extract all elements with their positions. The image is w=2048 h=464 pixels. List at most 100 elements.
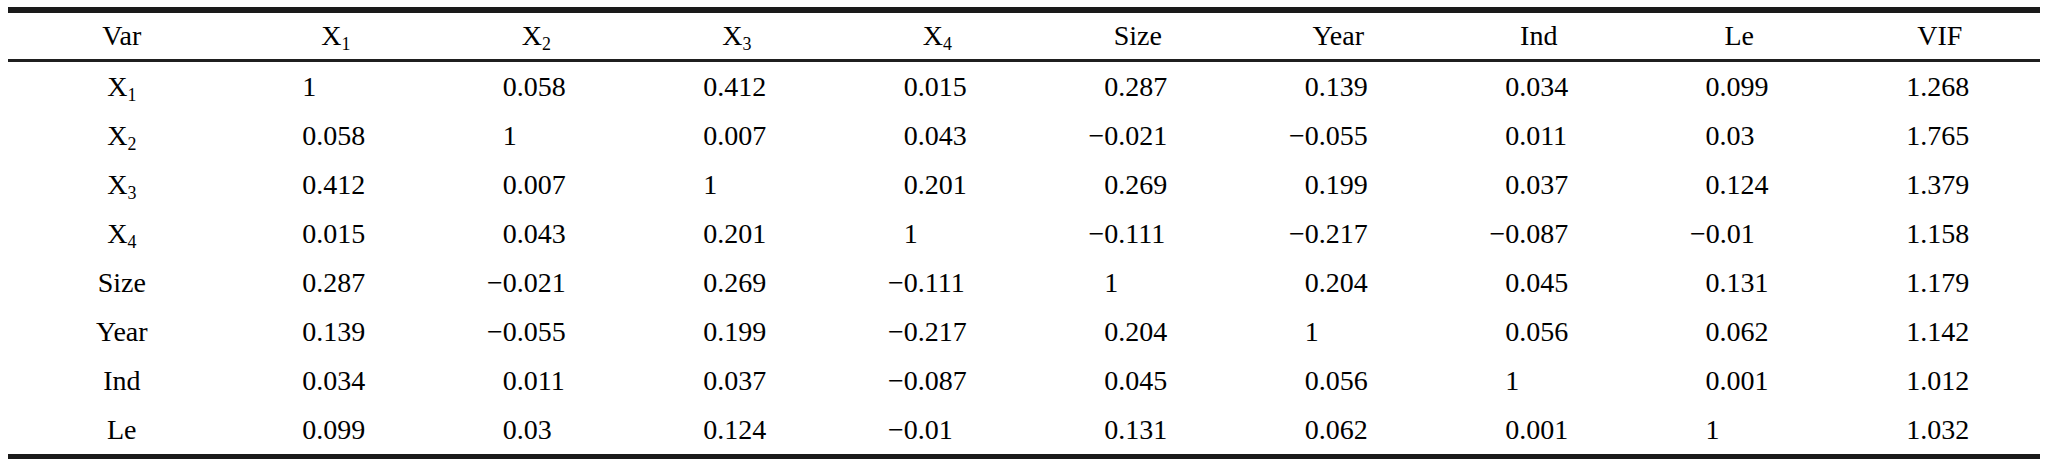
table-row-x1: X11 0.0580.412 0.015 0.287 0.139 0.034 0.099 1.… xyxy=(8,61,2040,112)
value-cell: 0.124 xyxy=(1639,160,1839,209)
value-cell: 0.131 xyxy=(1639,258,1839,307)
cell-value: −0.087 xyxy=(904,367,971,395)
value-cell: −0.087 xyxy=(837,356,1037,405)
cell-value: 0.124 xyxy=(703,416,770,444)
value-cell: 0.412 xyxy=(637,61,837,112)
value-cell: 0.287 xyxy=(1038,61,1238,112)
cell-value: 1.142 xyxy=(1906,318,1973,346)
cell-value: 1 xyxy=(503,122,570,150)
value-cell: 0.201 xyxy=(637,209,837,258)
row-label: X2 xyxy=(8,111,236,160)
cell-value: 0.099 xyxy=(1706,73,1773,101)
value-cell: 1.179 xyxy=(1839,258,2040,307)
cell-value: 1.379 xyxy=(1906,171,1973,199)
row-label: X1 xyxy=(8,61,236,112)
cell-value: 0.139 xyxy=(302,318,369,346)
value-cell: 0.001 xyxy=(1639,356,1839,405)
subscript: 2 xyxy=(542,34,551,54)
cell-value: 0.015 xyxy=(302,220,369,248)
cell-value: 0.015 xyxy=(904,73,971,101)
value-cell: 0.043 xyxy=(837,111,1037,160)
cell-value: 1 xyxy=(703,171,770,199)
cell-value: 0.269 xyxy=(703,269,770,297)
value-cell: 0.412 xyxy=(236,160,436,209)
cell-value: 0.124 xyxy=(1706,171,1773,199)
value-cell: −0.217 xyxy=(1238,209,1438,258)
cell-value: 0.001 xyxy=(1505,416,1572,444)
cell-value: 0.199 xyxy=(703,318,770,346)
column-header-x3: X3 xyxy=(637,10,837,61)
cell-value: 0.204 xyxy=(1104,318,1171,346)
value-cell: 1 xyxy=(637,160,837,209)
value-cell: 0.058 xyxy=(236,111,436,160)
value-cell: 0.062 xyxy=(1238,405,1438,457)
value-cell: 0.011 xyxy=(1438,111,1638,160)
cell-value: 0.007 xyxy=(503,171,570,199)
cell-value: −0.021 xyxy=(1104,122,1171,150)
cell-value: −0.217 xyxy=(1305,220,1372,248)
table-row-ind: Ind0.0340.0110.037−0.0870.0450.05610.001… xyxy=(8,356,2040,405)
cell-value: 1.032 xyxy=(1906,416,1973,444)
cell-value: 1 xyxy=(1505,367,1572,395)
cell-value: 0.269 xyxy=(1104,171,1171,199)
cell-value: 0.045 xyxy=(1104,367,1171,395)
cell-value: 0.058 xyxy=(302,122,369,150)
table-row-le: Le0.0990.030.124−0.010.1310.0620.00111.0… xyxy=(8,405,2040,457)
value-cell: 0.034 xyxy=(236,356,436,405)
cell-value: 0.001 xyxy=(1706,367,1773,395)
column-header-x2: X2 xyxy=(436,10,636,61)
cell-value: 0.045 xyxy=(1505,269,1572,297)
cell-value: −0.01 xyxy=(1706,220,1773,248)
value-cell: 0.007 xyxy=(436,160,636,209)
column-header-vif: VIF xyxy=(1839,10,2040,61)
value-cell: −0.111 xyxy=(1038,209,1238,258)
column-header-size: Size xyxy=(1038,10,1238,61)
value-cell: 0.124 xyxy=(637,405,837,457)
cell-value: 0.199 xyxy=(1305,171,1372,199)
cell-value: −0.217 xyxy=(904,318,971,346)
value-cell: 0.043 xyxy=(436,209,636,258)
subscript: 4 xyxy=(127,232,136,252)
value-cell: 0.201 xyxy=(837,160,1037,209)
header-row: VarX1X2X3X4SizeYearIndLeVIF xyxy=(8,10,2040,61)
value-cell: 1 xyxy=(1639,405,1839,457)
value-cell: 0.131 xyxy=(1038,405,1238,457)
value-cell: 0.015 xyxy=(236,209,436,258)
value-cell: 0.287 xyxy=(236,258,436,307)
value-cell: 0.011 xyxy=(436,356,636,405)
value-cell: 0.015 xyxy=(837,61,1037,112)
value-cell: 0.058 xyxy=(436,61,636,112)
cell-value: 1.158 xyxy=(1906,220,1973,248)
row-label: X4 xyxy=(8,209,236,258)
cell-value: 0.201 xyxy=(904,171,971,199)
cell-value: 0.131 xyxy=(1104,416,1171,444)
table-row-year: Year0.139−0.0550.199−0.2170.20410.0560.0… xyxy=(8,307,2040,356)
value-cell: 0.204 xyxy=(1038,307,1238,356)
row-label: Size xyxy=(8,258,236,307)
value-cell: 0.139 xyxy=(236,307,436,356)
value-cell: −0.01 xyxy=(1639,209,1839,258)
cell-value: 0.037 xyxy=(1505,171,1572,199)
cell-value: 0.034 xyxy=(1505,73,1572,101)
value-cell: 1 xyxy=(436,111,636,160)
subscript: 2 xyxy=(127,134,136,154)
subscript: 3 xyxy=(742,34,751,54)
value-cell: 1.268 xyxy=(1839,61,2040,112)
row-label: Year xyxy=(8,307,236,356)
row-label: X3 xyxy=(8,160,236,209)
row-label: Le xyxy=(8,405,236,457)
cell-value: 0.062 xyxy=(1305,416,1372,444)
value-cell: 0.199 xyxy=(1238,160,1438,209)
cell-value: 0.139 xyxy=(1305,73,1372,101)
column-header-year: Year xyxy=(1238,10,1438,61)
value-cell: 1.032 xyxy=(1839,405,2040,457)
value-cell: 1 xyxy=(1038,258,1238,307)
cell-value: −0.021 xyxy=(503,269,570,297)
subscript: 3 xyxy=(127,183,136,203)
value-cell: 0.056 xyxy=(1438,307,1638,356)
value-cell: −0.055 xyxy=(1238,111,1438,160)
subscript: 1 xyxy=(341,34,350,54)
value-cell: 0.199 xyxy=(637,307,837,356)
subscript: 1 xyxy=(127,85,136,105)
value-cell: 0.034 xyxy=(1438,61,1638,112)
